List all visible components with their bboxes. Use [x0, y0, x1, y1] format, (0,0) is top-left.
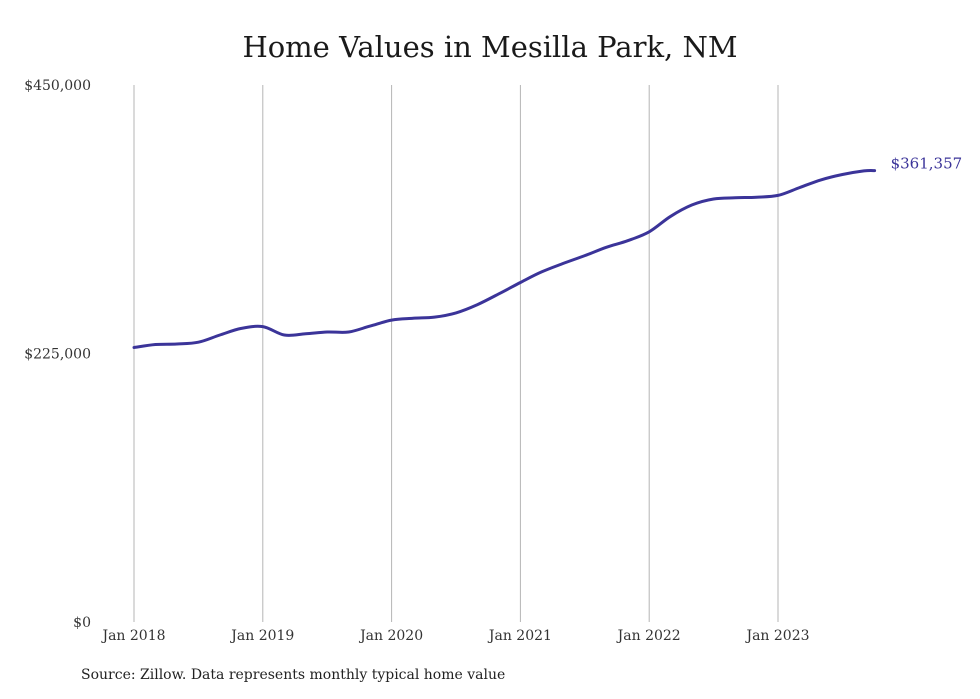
x-tick-label: Jan 2018 — [100, 628, 165, 644]
series-line-0 — [132, 169, 877, 349]
y-axis-ticks: $0 $225,000 $450,000 — [24, 78, 91, 631]
chart-title: Home Values in Mesilla Park, NM — [242, 30, 738, 64]
series-layer: $361,357 — [132, 155, 963, 349]
x-tick-label: Jan 2023 — [744, 628, 809, 644]
x-tick-label: Jan 2022 — [616, 628, 681, 644]
y-tick-label: $450,000 — [24, 78, 91, 94]
x-tick-label: Jan 2019 — [229, 628, 294, 644]
gridlines — [133, 85, 779, 622]
source-note: Source: Zillow. Data represents monthly … — [81, 667, 506, 683]
end-value-label: $361,357 — [891, 155, 963, 173]
x-axis-ticks: Jan 2018 Jan 2019 Jan 2020 Jan 2021 Jan 2022… — [100, 628, 809, 644]
y-tick-label: $0 — [73, 615, 91, 631]
x-tick-label: Jan 2021 — [487, 628, 552, 644]
x-tick-label: Jan 2020 — [358, 628, 423, 644]
y-tick-label: $225,000 — [24, 347, 91, 363]
